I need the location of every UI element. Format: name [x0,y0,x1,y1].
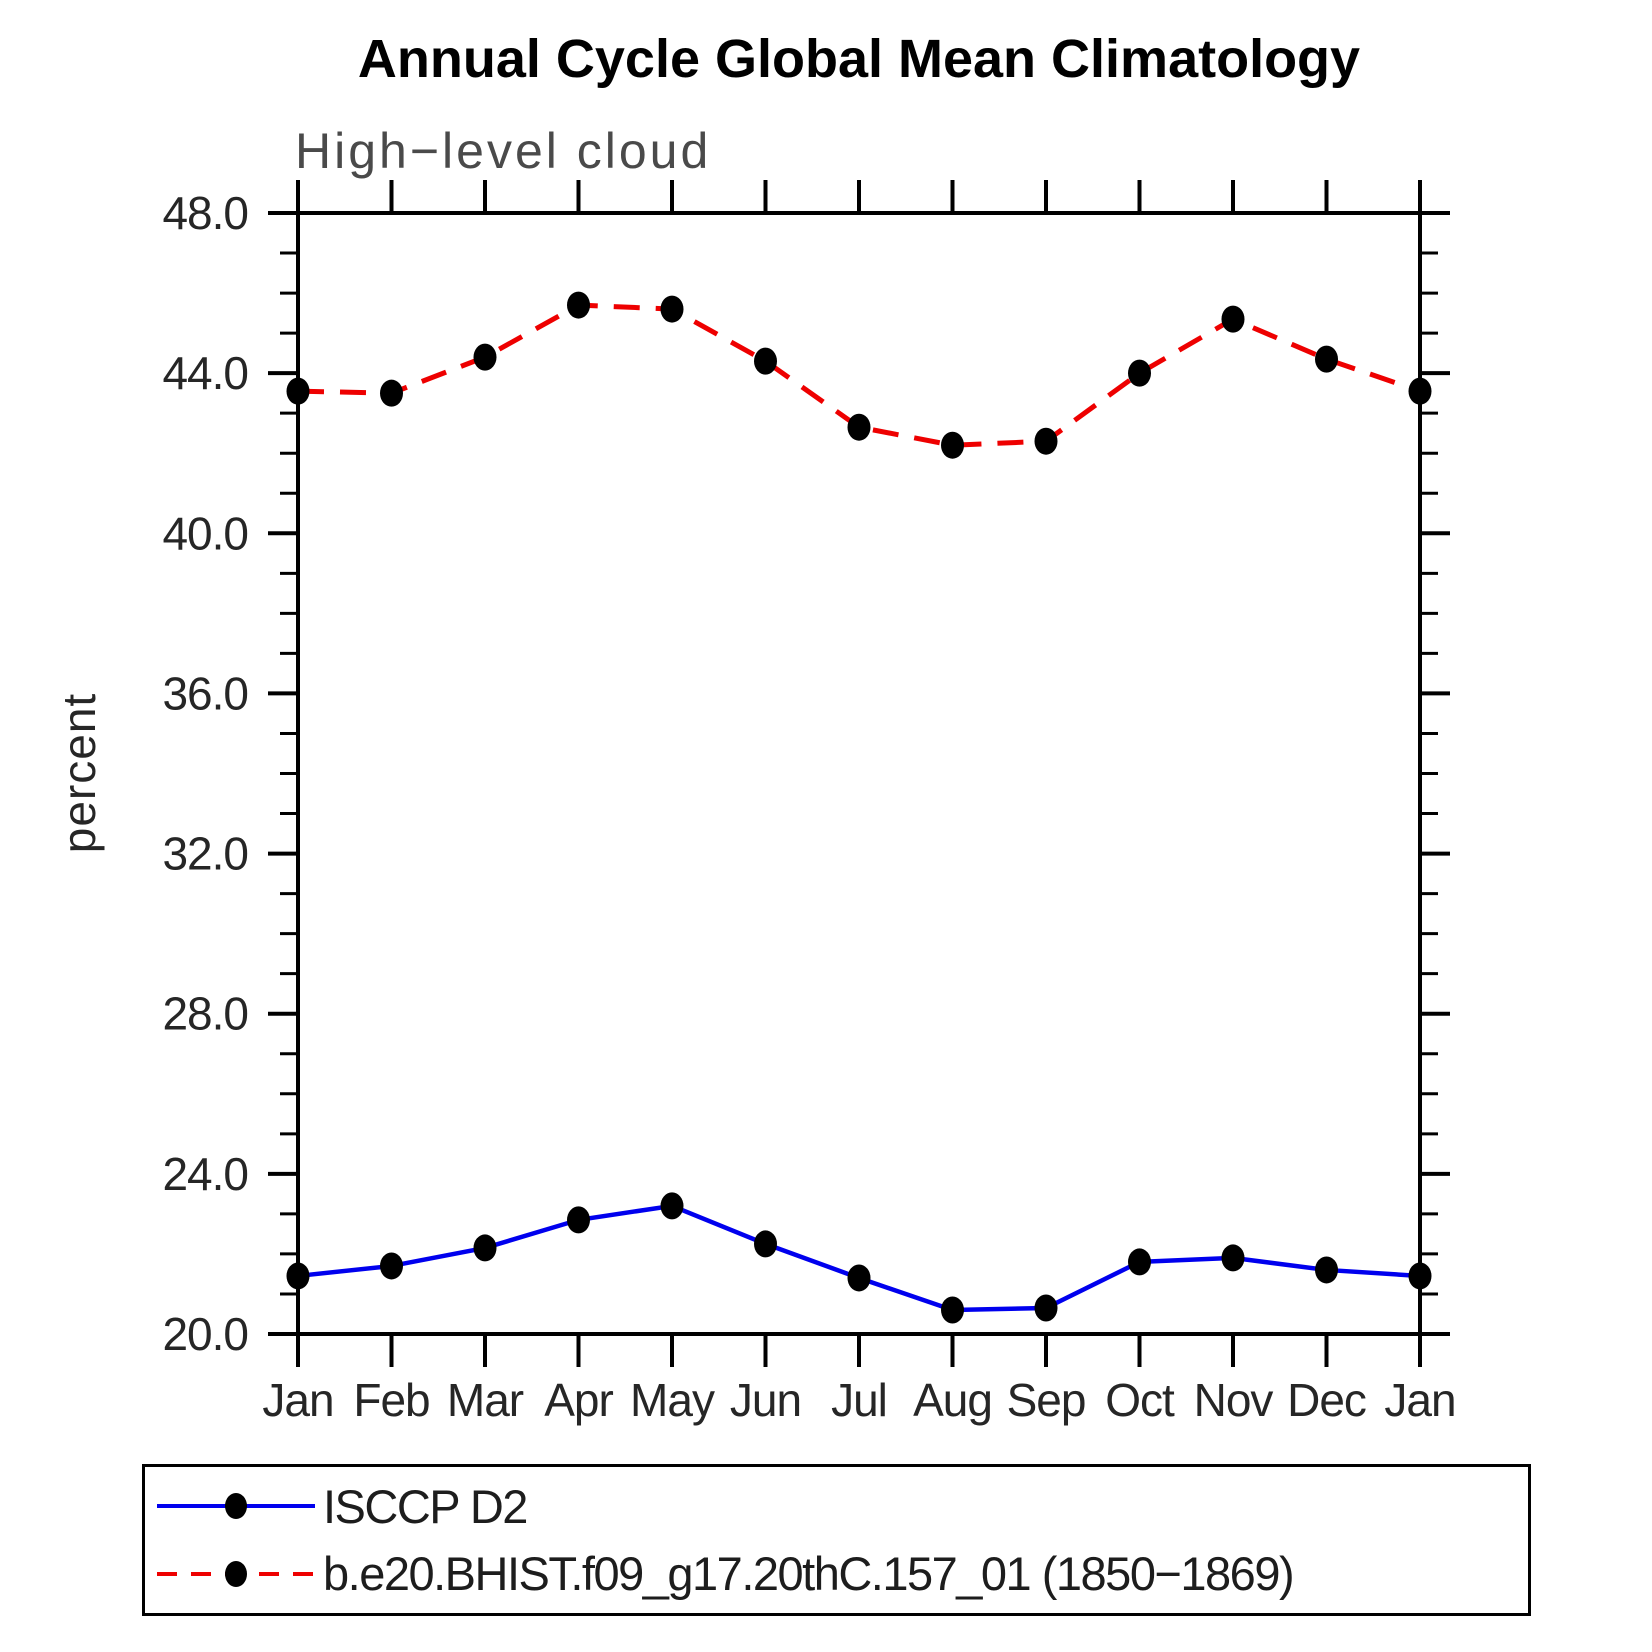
x-tick-label: Jun [730,1374,801,1426]
data-point-marker [941,1296,964,1324]
data-point-marker [847,1264,871,1292]
plot-subtitle: High−level cloud [295,123,712,179]
x-tick-label: Jul [831,1374,887,1426]
legend-line-sample-model [157,1560,315,1587]
legend-marker [225,1493,247,1520]
y-tick-label: 48.0 [162,187,248,239]
data-point-marker [1315,1256,1338,1284]
legend-item-isccp: ISCCP D2 [151,1478,1528,1534]
data-point-marker [286,1262,310,1290]
y-tick-label: 20.0 [162,1308,248,1360]
data-point-marker [847,413,871,441]
y-tick-label: 40.0 [162,507,248,559]
data-point-marker [567,291,590,319]
x-tick-label: Apr [544,1374,613,1426]
legend: ISCCP D2 b.e20.BHIST.f09_g17.20thC.157_0… [142,1464,1531,1616]
legend-label-model: b.e20.BHIST.f09_g17.20thC.157_01 (1850−1… [323,1547,1295,1601]
x-tick-label: Jan [262,1374,333,1426]
data-point-marker [660,1192,684,1220]
data-point-marker [1128,359,1151,387]
data-point-marker [473,343,497,371]
data-point-marker [1221,305,1245,333]
x-tick-label: Jan [1384,1374,1455,1426]
legend-item-model: b.e20.BHIST.f09_g17.20thC.157_01 (1850−1… [151,1546,1528,1602]
x-tick-label: May [630,1374,715,1426]
page-title: Annual Cycle Global Mean Climatology [357,29,1361,89]
y-axis-title: percent [53,693,105,853]
data-point-marker [1315,345,1338,373]
x-tick-label: Oct [1105,1374,1175,1426]
data-point-marker [567,1206,590,1234]
data-point-marker [473,1234,497,1262]
data-point-marker [754,1230,777,1258]
data-point-marker [1034,1294,1058,1322]
legend-line-sample-isccp [157,1493,315,1520]
data-point-marker [1128,1248,1151,1276]
data-point-marker [1221,1244,1245,1272]
data-point-marker [941,431,964,459]
data-point-marker [380,379,403,407]
data-point-marker [1034,427,1058,455]
data-point-marker [660,295,684,323]
x-tick-label: Sep [1007,1374,1086,1426]
data-point-marker [1408,377,1432,405]
y-tick-label: 44.0 [162,347,248,399]
legend-marker [225,1560,247,1587]
data-point-marker [286,377,310,405]
x-tick-label: Mar [447,1374,524,1426]
y-tick-label: 28.0 [162,988,248,1040]
y-tick-label: 32.0 [162,828,248,880]
y-tick-label: 36.0 [162,667,248,719]
data-point-marker [754,347,777,375]
data-point-marker [380,1252,403,1280]
x-tick-label: Nov [1194,1374,1274,1426]
x-tick-label: Aug [913,1374,992,1426]
data-point-marker [1408,1262,1432,1290]
x-tick-label: Feb [353,1374,429,1426]
y-tick-label: 24.0 [162,1148,248,1200]
legend-label-isccp: ISCCP D2 [323,1479,528,1533]
x-tick-label: Dec [1287,1374,1366,1426]
series-line-isccp [297,1203,1421,1313]
